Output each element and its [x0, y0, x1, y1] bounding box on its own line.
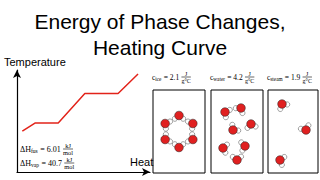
svg-text:g°C: g°C [181, 78, 190, 84]
svg-text:steam: steam [270, 76, 282, 82]
svg-text:fus: fus [31, 148, 38, 154]
svg-text:J: J [248, 71, 251, 77]
svg-text:= 2.1: = 2.1 [164, 73, 180, 82]
svg-text:Temperature: Temperature [4, 56, 66, 68]
svg-text:vap: vap [31, 162, 39, 168]
svg-text:Heating Curve: Heating Curve [93, 36, 227, 59]
svg-text:ice: ice [155, 76, 162, 82]
svg-text:ΔH: ΔH [20, 159, 31, 168]
svg-text:= 1.9: = 1.9 [285, 73, 301, 82]
svg-text:c: c [210, 72, 214, 82]
svg-text:mol: mol [63, 149, 73, 157]
svg-text:mol: mol [64, 163, 74, 170]
svg-text:= 6.01: = 6.01 [40, 145, 61, 154]
svg-text:g°C: g°C [245, 78, 254, 84]
svg-text:J: J [185, 71, 188, 77]
svg-text:water: water [213, 76, 225, 82]
svg-text:= 4.2: = 4.2 [227, 73, 243, 82]
svg-text:Heat: Heat [130, 156, 153, 168]
svg-text:= 40.7: = 40.7 [41, 159, 62, 168]
svg-text:c: c [267, 72, 271, 82]
svg-text:c: c [152, 72, 156, 82]
svg-text:kJ: kJ [66, 156, 72, 163]
svg-text:J: J [306, 71, 309, 77]
svg-text:kJ: kJ [65, 142, 71, 149]
svg-text:ΔH: ΔH [20, 145, 31, 154]
svg-text:Energy of Phase Changes,: Energy of Phase Changes, [35, 10, 286, 33]
svg-text:g°C: g°C [303, 78, 312, 84]
